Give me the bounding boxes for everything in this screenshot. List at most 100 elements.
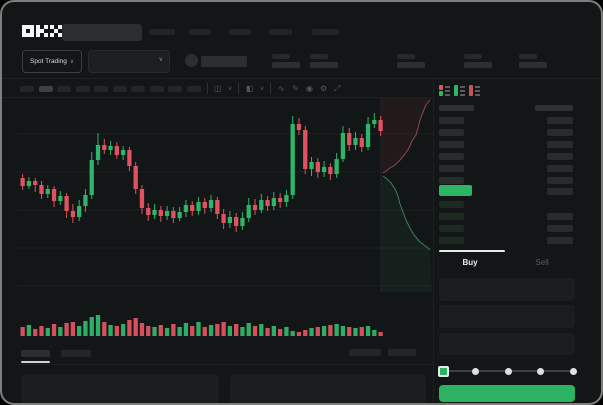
snapshot-icon[interactable]: ◉	[306, 84, 313, 93]
slider-stop[interactable]	[537, 368, 544, 375]
bottom-right-control[interactable]	[388, 349, 416, 356]
chevron-down-icon[interactable]: ∨	[260, 86, 265, 92]
ask-price-skeleton[interactable]	[439, 177, 464, 184]
color-block	[469, 85, 473, 96]
active-tab-underline	[21, 361, 50, 363]
stat-label-skeleton	[519, 54, 537, 59]
bid-price-skeleton[interactable]	[439, 201, 464, 208]
ask-price-skeleton[interactable]	[439, 129, 464, 136]
toolbar-divider	[238, 83, 239, 94]
pair-name-skeleton	[201, 56, 247, 67]
row-amount-skeleton	[547, 141, 573, 148]
toolbar-divider	[207, 83, 208, 94]
ask-price-skeleton[interactable]	[439, 165, 464, 172]
line	[460, 90, 465, 92]
orderbook-header-amount-skeleton	[535, 105, 573, 111]
color-block	[439, 85, 443, 90]
nav-item-skeleton[interactable]	[150, 29, 175, 35]
chart-type-icon[interactable]: ◧	[246, 84, 254, 93]
header-divider	[2, 78, 601, 79]
stat-label-skeleton	[272, 54, 290, 59]
tab-buy[interactable]: Buy	[462, 258, 478, 267]
row-amount-skeleton	[547, 237, 573, 244]
timeframe-button[interactable]	[57, 86, 71, 92]
price-chart[interactable]	[17, 98, 433, 338]
market-type-selector[interactable]: Spot Trading ∨	[22, 50, 82, 73]
stat-value-skeleton	[519, 62, 547, 68]
price-input-skeleton[interactable]	[439, 278, 575, 301]
line	[445, 90, 450, 92]
candles-dropdown-icon[interactable]: ◫	[214, 84, 222, 93]
color-block	[454, 85, 458, 96]
timeframe-button[interactable]	[20, 86, 34, 92]
timeframe-button[interactable]	[168, 86, 182, 92]
line	[460, 86, 465, 88]
line	[460, 94, 465, 96]
line	[445, 94, 450, 96]
nav-item-skeleton[interactable]	[312, 29, 339, 35]
timeframe-button[interactable]	[112, 86, 127, 92]
timeframe-button[interactable]	[149, 86, 164, 92]
amount-input-skeleton[interactable]	[439, 305, 575, 328]
slider-stop[interactable]	[472, 368, 479, 375]
stat-label-skeleton	[310, 54, 328, 59]
bid-price-skeleton[interactable]	[439, 225, 464, 232]
buy-button[interactable]	[439, 385, 575, 402]
buy-tab-indicator	[439, 250, 505, 252]
row-amount-skeleton	[547, 117, 573, 124]
pair-dropdown[interactable]: ∨	[88, 50, 170, 73]
timeframe-button[interactable]	[131, 86, 145, 92]
timeframe-button[interactable]	[94, 86, 108, 92]
timeframe-button[interactable]	[75, 86, 90, 92]
row-amount-skeleton	[547, 153, 573, 160]
slider-stop[interactable]	[569, 368, 577, 375]
timeframe-button[interactable]	[186, 86, 201, 92]
stat-label-skeleton	[397, 54, 415, 59]
orderbook-layout-bids-icon[interactable]	[454, 85, 465, 96]
last-price-highlight[interactable]	[439, 185, 472, 196]
line-tool-icon[interactable]: ∿	[278, 84, 285, 93]
search-input[interactable]	[62, 24, 142, 41]
line	[475, 94, 480, 96]
chart-bottom-tab[interactable]	[61, 350, 91, 357]
nav-item-skeleton[interactable]	[269, 29, 292, 35]
fullscreen-icon[interactable]: ⤢	[334, 84, 341, 93]
nav-item-skeleton[interactable]	[189, 29, 210, 35]
panel-divider	[433, 79, 434, 403]
stat-value-skeleton	[310, 62, 338, 68]
ask-price-skeleton[interactable]	[439, 153, 464, 160]
line	[475, 90, 480, 92]
color-block	[439, 90, 443, 96]
nav-item-skeleton[interactable]	[229, 29, 251, 35]
bid-price-skeleton[interactable]	[439, 213, 464, 220]
orderbook-header-price-skeleton	[439, 105, 474, 111]
row-amount-skeleton	[547, 129, 573, 136]
chevron-down-icon: ∨	[158, 57, 163, 63]
ask-price-skeleton[interactable]	[439, 117, 464, 124]
chart-bottom-tab-active[interactable]	[21, 350, 50, 357]
settings-icon[interactable]: ⚙	[320, 84, 328, 93]
draw-tool-icon[interactable]: ✎	[292, 84, 299, 93]
stat-label-skeleton	[464, 54, 482, 59]
row-amount-skeleton	[547, 177, 573, 184]
toolbar-divider	[270, 83, 271, 94]
row-amount-skeleton	[547, 188, 573, 195]
slider-handle[interactable]	[438, 366, 449, 377]
okx-logo[interactable]	[22, 25, 62, 37]
orderbook-layout-asks-icon[interactable]	[469, 85, 480, 96]
chevron-down-icon[interactable]: ∨	[228, 86, 233, 92]
ask-price-skeleton[interactable]	[439, 141, 464, 148]
total-input-skeleton[interactable]	[439, 333, 575, 355]
bottom-divider	[17, 364, 433, 365]
bid-price-skeleton[interactable]	[439, 237, 464, 244]
tab-sell[interactable]: Sell	[535, 258, 549, 267]
stat-value-skeleton	[397, 62, 425, 68]
market-type-label: Spot Trading	[30, 58, 67, 65]
bottom-right-control[interactable]	[349, 349, 381, 356]
toolbar-divider	[2, 97, 433, 98]
slider-stop[interactable]	[504, 368, 512, 375]
line	[445, 86, 450, 88]
timeframe-button[interactable]	[38, 86, 53, 92]
orderbook-layout-all-icon[interactable]	[439, 85, 450, 96]
